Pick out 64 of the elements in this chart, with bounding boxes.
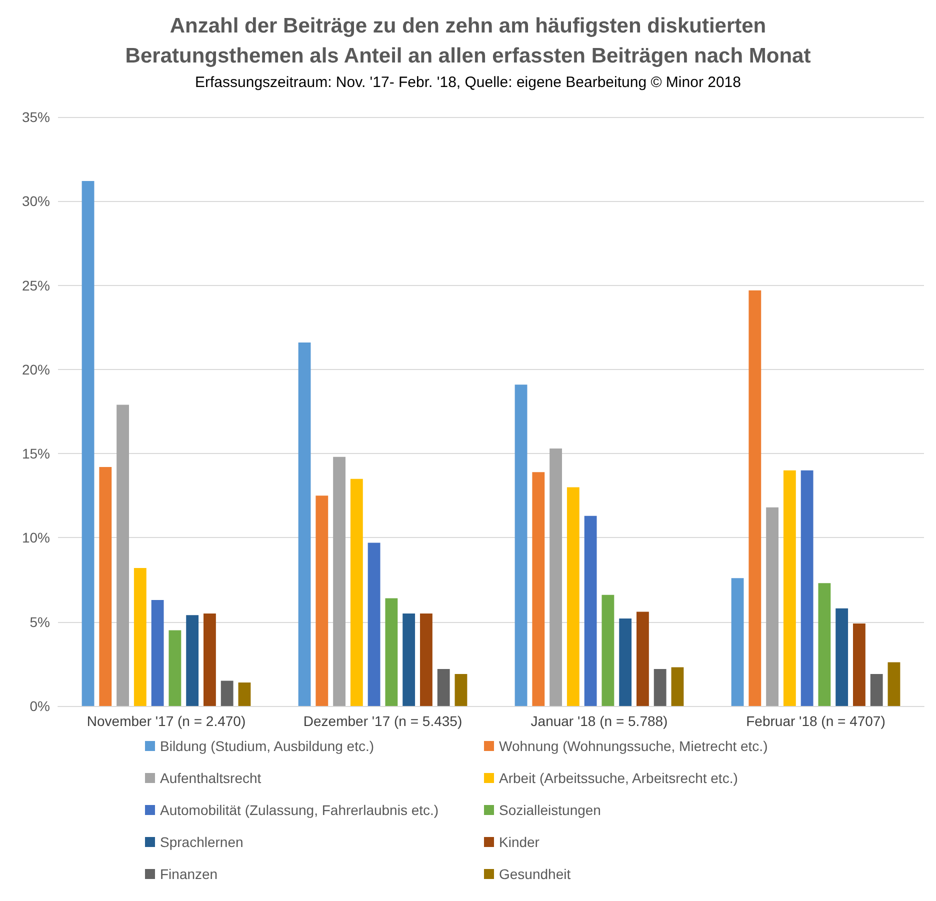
bar <box>298 342 311 706</box>
y-tick-label: 35% <box>22 109 50 125</box>
bar <box>238 682 251 706</box>
y-tick-label: 5% <box>30 614 50 630</box>
bar <box>550 448 562 706</box>
legend-label: Wohnung (Wohnungssuche, Mietrecht etc.) <box>499 738 768 754</box>
bar <box>836 608 848 706</box>
bar <box>385 598 398 706</box>
bar <box>870 674 883 706</box>
x-tick-label: Februar '18 (n = 4707) <box>746 713 886 729</box>
bar <box>766 507 778 706</box>
x-tick-label: Januar '18 (n = 5.788) <box>530 713 668 729</box>
chart-subtitle: Erfassungszeitraum: Nov. '17- Febr. '18, Quelle: eigene Bearbeitung © Minor 2018 <box>195 74 741 91</box>
x-tick-label: November '17 (n = 2.470) <box>86 713 246 729</box>
bar <box>220 680 234 706</box>
y-tick-label: 25% <box>22 277 50 294</box>
chart-title: Anzahl der Beiträge zu den zehn am häufigsten diskutierten Beratungsthemen als Anteil an allen erfassten Beiträgen nach Monat <box>125 14 811 68</box>
bar <box>333 456 346 706</box>
x-tick-label: Dezember '17 (n = 5.435) <box>303 713 462 729</box>
bar <box>168 630 182 706</box>
legend-label: Sozialleistungen <box>499 802 601 818</box>
y-tick-label: 10% <box>22 530 50 546</box>
legend-label: Aufenthaltsrecht <box>160 770 262 786</box>
bar <box>636 612 649 706</box>
bar <box>888 662 900 706</box>
bar <box>186 615 199 706</box>
bar <box>116 404 129 706</box>
legend-label: Sprachlernen <box>160 834 244 850</box>
bar <box>134 568 146 706</box>
legend-label: Bildung (Studium, Ausbildung etc.) <box>160 738 374 754</box>
legend-label: Finanzen <box>160 866 218 882</box>
legend-label: Arbeit (Arbeitssuche, Arbeitsrecht etc.) <box>499 770 738 786</box>
bar <box>532 472 545 706</box>
y-tick-label: 15% <box>22 446 50 462</box>
bar <box>748 290 762 706</box>
bar <box>437 668 450 706</box>
legend-label: Automobilität (Zulassung, Fahrerlaubnis etc.) <box>160 802 439 818</box>
bar <box>82 180 94 706</box>
bar <box>402 613 416 706</box>
bar <box>566 487 580 706</box>
bar <box>514 384 528 706</box>
bar <box>654 668 666 706</box>
bar <box>316 496 328 706</box>
bar <box>368 542 380 706</box>
bar <box>99 467 112 706</box>
legend-label: Gesundheit <box>499 866 571 882</box>
bar <box>853 624 866 706</box>
bar <box>350 478 363 706</box>
bar <box>602 594 614 706</box>
bar <box>454 674 468 706</box>
bar <box>818 583 831 706</box>
bar <box>619 618 632 706</box>
bar <box>783 470 796 706</box>
bar <box>731 578 744 706</box>
legend-label: Kinder <box>499 834 540 850</box>
bar <box>584 516 597 706</box>
bar <box>800 470 814 706</box>
y-tick-label: 20% <box>22 361 50 378</box>
y-tick-label: 30% <box>22 193 50 210</box>
y-tick-label: 0% <box>30 698 50 714</box>
bar <box>420 613 432 706</box>
bar <box>204 613 216 706</box>
bar <box>151 600 164 706</box>
bar <box>671 667 684 706</box>
